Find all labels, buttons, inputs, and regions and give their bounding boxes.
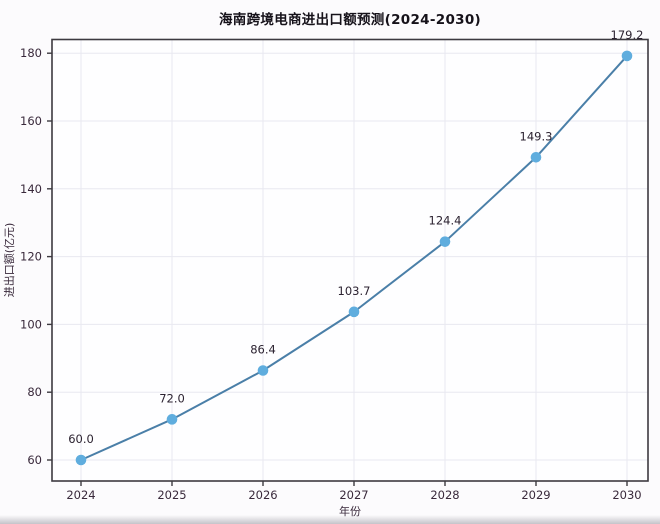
y-tick-label: 180 xyxy=(20,46,42,60)
x-tick-label: 2026 xyxy=(248,488,277,502)
x-axis-label: 年份 xyxy=(339,505,361,518)
data-point-label: 86.4 xyxy=(250,343,276,357)
data-point-label: 72.0 xyxy=(159,391,185,405)
y-tick-label: 140 xyxy=(20,182,42,196)
x-tick-label: 2030 xyxy=(612,488,641,502)
plot-background xyxy=(52,39,648,481)
y-tick-label: 120 xyxy=(20,250,42,264)
data-point-label: 124.4 xyxy=(429,214,462,228)
y-tick-label: 160 xyxy=(20,114,42,128)
x-tick-label: 2025 xyxy=(157,488,186,502)
data-point xyxy=(257,365,269,376)
data-point xyxy=(621,50,633,62)
chart-title: 海南跨境电商进出口额预测(2024-2030) xyxy=(219,12,481,28)
data-point xyxy=(530,151,542,163)
x-tick-label: 2028 xyxy=(430,488,459,502)
data-point-label: 149.3 xyxy=(520,129,553,143)
data-point xyxy=(348,306,360,318)
data-point-label: 179.2 xyxy=(611,28,644,42)
data-point xyxy=(439,236,451,247)
y-tick-label: 80 xyxy=(27,385,42,399)
axes-spines xyxy=(51,38,649,482)
x-tick-label: 2024 xyxy=(66,488,95,502)
data-point-label: 103.7 xyxy=(338,284,371,298)
x-tick-label: 2027 xyxy=(339,488,368,502)
y-tick-label: 100 xyxy=(20,317,42,331)
y-tick-label: 60 xyxy=(27,453,42,467)
x-tick-label: 2029 xyxy=(521,488,550,502)
data-point xyxy=(166,414,178,425)
data-point xyxy=(75,454,87,466)
data-point-label: 60.0 xyxy=(68,432,94,446)
y-axis-label: 进出口额(亿元) xyxy=(3,222,16,298)
